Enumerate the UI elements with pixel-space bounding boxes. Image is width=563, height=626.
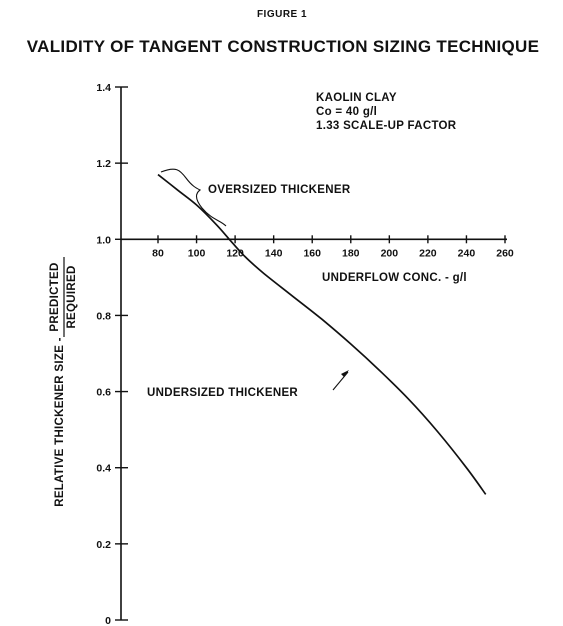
y-axis-label-denominator: REQUIRED [66, 265, 78, 328]
x-tick-label: 140 [265, 247, 283, 259]
undersized-annotation: UNDERSIZED THICKENER [147, 387, 298, 399]
x-tick-label: 240 [458, 247, 476, 259]
y-tick-label: 1.2 [96, 158, 111, 170]
y-tick-label: 0 [105, 615, 111, 626]
x-tick-label: 100 [188, 247, 206, 259]
x-tick-label: 180 [342, 247, 360, 259]
legend-box: KAOLIN CLAY Co = 40 g/l 1.33 SCALE-UP FA… [316, 92, 457, 132]
y-axis-label-prefix: RELATIVE THICKENER SIZE - [54, 337, 66, 507]
x-tick-label: 200 [381, 247, 399, 259]
y-axis-label: RELATIVE THICKENER SIZE - [54, 337, 66, 507]
x-tick-label: 260 [496, 247, 514, 259]
chart-title: VALIDITY OF TANGENT CONSTRUCTION SIZING … [27, 37, 539, 56]
oversized-brace [160, 168, 227, 227]
x-axis-label: UNDERFLOW CONC. - g/l [322, 272, 467, 284]
axes [120, 87, 507, 620]
oversized-annotation: OVERSIZED THICKENER [208, 184, 351, 196]
x-tick-label: 160 [303, 247, 321, 259]
x-tick-label: 80 [152, 247, 164, 259]
series-group [157, 173, 487, 495]
undersized-leader-arrow [341, 370, 349, 377]
y-tick-label: 1.0 [96, 234, 111, 246]
legend-line: KAOLIN CLAY [316, 92, 397, 104]
y-axis-ticks: 0 0.2 0.4 0.6 0.8 1.0 1.2 1.4 [96, 82, 128, 626]
y-tick-label: 0.4 [96, 463, 111, 475]
y-tick-label: 0.6 [96, 387, 111, 399]
y-tick-label: 1.4 [96, 82, 111, 94]
legend-line: 1.33 SCALE-UP FACTOR [316, 120, 457, 132]
x-tick-label: 220 [419, 247, 437, 259]
y-tick-label: 0.2 [96, 539, 111, 551]
x-axis-ticks: 80 100 120 140 160 180 200 220 240 260 [152, 235, 514, 259]
y-axis-label-numerator: PREDICTED [49, 262, 61, 331]
y-tick-label: 0.8 [96, 310, 111, 322]
series-line [157, 173, 487, 495]
legend-line: Co = 40 g/l [316, 106, 377, 118]
figure-label: FIGURE 1 [257, 9, 307, 20]
y-axis-label-fraction: PREDICTED REQUIRED [49, 257, 78, 337]
undersized-leader-line [332, 371, 349, 391]
